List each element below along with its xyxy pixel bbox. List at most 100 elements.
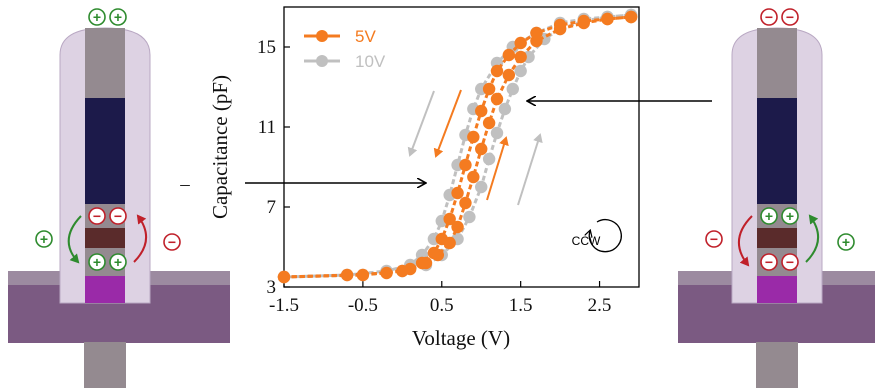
data-point — [396, 264, 409, 278]
x-tick-label: 0.5 — [430, 295, 454, 316]
charge-sign: + — [93, 9, 101, 25]
left-mid-layer — [85, 228, 125, 248]
legend-marker — [316, 30, 328, 42]
right-stem — [756, 342, 798, 388]
right-red-arrow — [738, 215, 753, 267]
sweep-up-arrow-gray — [517, 133, 543, 206]
data-point — [475, 180, 488, 194]
left-gate — [85, 28, 125, 98]
charge-sign: − — [765, 254, 773, 270]
data-point — [514, 64, 527, 78]
data-point — [506, 82, 519, 96]
left-upper-charges: − − — [88, 207, 127, 225]
data-point — [482, 116, 496, 130]
right-mid-layer — [757, 228, 797, 248]
data-point — [459, 196, 472, 210]
data-point — [463, 210, 476, 224]
data-point — [467, 130, 480, 144]
charge-sign: − — [93, 208, 101, 224]
right-gate — [757, 28, 797, 98]
data-point — [475, 142, 488, 156]
sweep-up-arrow-orange — [486, 136, 509, 201]
charge-sign: − — [786, 254, 794, 270]
charge-sign: + — [93, 254, 101, 270]
data-point — [467, 170, 480, 184]
ccw-circle-arrow — [589, 219, 622, 253]
x-axis-title: Voltage (V) — [412, 326, 510, 350]
right-lower-charges: − − — [760, 253, 799, 271]
left-channel — [85, 276, 125, 303]
data-point — [577, 14, 590, 28]
charge-sign: + — [786, 208, 794, 224]
data-point — [356, 268, 370, 282]
y-tick-label: 3 — [267, 277, 277, 298]
left-flow-sign: − — [710, 231, 718, 247]
device-left: + + − − + + + − – — [8, 8, 230, 388]
data-point — [451, 220, 464, 234]
left-green-arrow — [67, 215, 82, 264]
y-tick-label: 15 — [257, 37, 276, 58]
right-dielectric — [757, 98, 797, 204]
left-dielectric — [85, 98, 125, 204]
charge-sign: + — [114, 9, 122, 25]
data-point — [451, 186, 464, 200]
charge-sign: − — [114, 208, 122, 224]
data-point — [624, 10, 638, 24]
data-point — [443, 212, 456, 226]
data-point — [482, 82, 496, 96]
left-lower-charges: + + — [88, 253, 127, 271]
right-channel — [757, 276, 797, 303]
legend-label: 5V — [355, 27, 376, 46]
device-right: − − + + − − − + — [678, 8, 875, 388]
charge-sign: − — [765, 9, 773, 25]
data-point — [490, 64, 504, 78]
left-top-charges: + + — [88, 8, 127, 26]
charge-sign: + — [114, 254, 122, 270]
left-flow-sign: + — [40, 231, 48, 247]
data-point — [502, 68, 516, 82]
data-point — [514, 36, 527, 50]
data-point — [340, 268, 354, 282]
data-point — [380, 266, 393, 280]
data-point — [459, 158, 472, 172]
legend-marker — [316, 55, 328, 67]
y-tick-label: 11 — [258, 117, 276, 138]
ccw-annotation: CCW — [572, 219, 622, 253]
right-green-arrow — [805, 214, 819, 263]
data-point — [553, 18, 567, 32]
data-point — [498, 102, 512, 116]
x-tick-label: -1.5 — [269, 295, 299, 316]
data-point — [514, 50, 527, 64]
data-point — [490, 126, 504, 140]
sweep-down-arrow-orange — [433, 89, 462, 158]
axis-ticks: -1.5 -0.5 0.5 1.5 2.5 3 7 11 15 — [257, 37, 611, 316]
right-flow-sign: + — [842, 234, 850, 250]
series-5V — [277, 10, 638, 284]
series-layer — [277, 8, 638, 284]
data-point — [475, 104, 488, 118]
data-point — [530, 26, 543, 40]
left-stem — [84, 342, 126, 388]
data-point — [435, 232, 448, 246]
x-tick-label: 1.5 — [509, 295, 533, 316]
sweep-down-arrow-gray — [407, 90, 435, 157]
charge-sign: − — [786, 9, 794, 25]
right-top-charges: − − — [760, 8, 799, 26]
x-tick-label: 2.5 — [588, 295, 612, 316]
left-red-arrow — [133, 214, 147, 263]
data-point — [277, 270, 291, 284]
y-tick-label: 7 — [267, 197, 277, 218]
legend-label: 10V — [355, 52, 386, 71]
data-point — [502, 48, 516, 62]
data-point — [427, 246, 441, 260]
left-device-label: – — [179, 174, 190, 195]
charge-sign: + — [765, 208, 773, 224]
data-point — [415, 256, 429, 270]
x-tick-label: -0.5 — [348, 295, 378, 316]
data-point — [601, 12, 614, 26]
data-point — [490, 92, 504, 106]
right-flow-sign: − — [168, 234, 176, 250]
